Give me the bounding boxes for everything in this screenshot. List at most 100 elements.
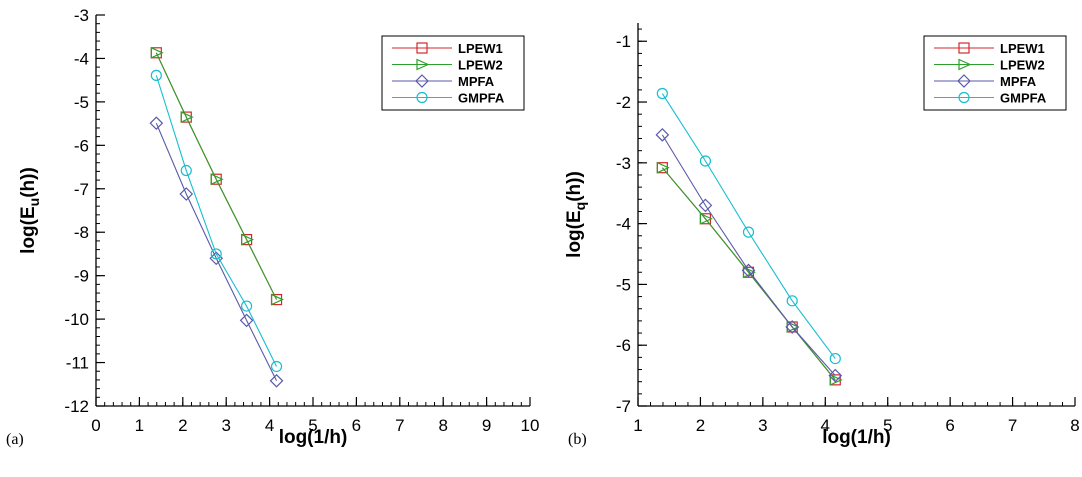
data-point — [240, 300, 253, 312]
x-tick-label: 10 — [521, 416, 540, 435]
data-point — [786, 321, 800, 333]
x-tick-label: 9 — [482, 416, 491, 435]
x-tick-label: 4 — [821, 416, 830, 435]
legend-marker — [416, 58, 430, 71]
panel-label: (a) — [6, 431, 24, 448]
y-tick-label: -6 — [74, 136, 89, 155]
y-tick-label: -9 — [74, 267, 89, 286]
data-point — [180, 164, 192, 177]
x-tick-label: 2 — [696, 416, 705, 435]
data-point — [270, 360, 283, 373]
data-point — [656, 161, 670, 174]
data-point — [698, 198, 713, 213]
legend-entry-label: GMPFA — [1000, 91, 1047, 106]
data-point — [699, 212, 713, 225]
x-tick-label: 7 — [1008, 416, 1017, 435]
legend-entry-label: MPFA — [458, 74, 495, 89]
legend-marker — [957, 74, 971, 88]
y-tick-label: -5 — [74, 93, 89, 112]
legend-entry-label: MPFA — [1000, 74, 1037, 89]
legend-marker — [416, 42, 428, 54]
x-tick-label: 6 — [945, 416, 954, 435]
data-point — [785, 320, 800, 334]
legend-entry-label: LPEW1 — [1000, 41, 1045, 56]
x-axis-label: log(1/h) — [822, 427, 891, 448]
series-line — [155, 75, 278, 367]
legend-entry-label: LPEW2 — [458, 58, 503, 73]
y-tick-label: -7 — [616, 397, 631, 416]
y-tick-label: -4 — [616, 215, 631, 234]
x-tick-label: 1 — [633, 416, 642, 435]
x-tick-label: 3 — [758, 416, 767, 435]
chart-panel-1: 0 1 2 3 4 5 6 7 8 9 10 -12 -11 -10 -9 -8 -7 -6 -5 -4 -3 log(1… — [6, 6, 539, 448]
data-point — [786, 295, 798, 307]
data-point — [210, 248, 222, 260]
data-point — [179, 187, 194, 201]
y-tick-label: -12 — [64, 397, 89, 416]
y-tick-label: -11 — [66, 354, 89, 373]
data-point — [210, 173, 224, 186]
x-tick-label: 2 — [178, 416, 187, 435]
x-axis-label: log(1/h) — [279, 427, 348, 448]
y-tick-label: -4 — [74, 49, 89, 68]
legend-marker — [416, 91, 428, 104]
legend-entry-label: LPEW1 — [458, 41, 503, 56]
series-line — [155, 122, 278, 382]
x-tick-label: 8 — [438, 416, 447, 435]
y-tick-label: -5 — [616, 275, 631, 294]
y-tick-label: -6 — [616, 336, 631, 355]
data-point — [180, 111, 194, 124]
series-lpew2 — [150, 46, 284, 306]
y-tick-label: -10 — [64, 310, 89, 329]
x-tick-label: 5 — [308, 416, 317, 435]
series-gmpfa — [150, 69, 283, 373]
chart-panel-2: 1 2 3 4 5 6 7 8 -7 -6 -5 -4 -3 -2 -1 log(1/h) log(Eq(h))… — [564, 23, 1080, 448]
y-tick-label: -7 — [74, 180, 89, 199]
data-point — [150, 69, 162, 81]
legend-marker — [958, 42, 970, 54]
x-tick-label: 1 — [135, 416, 144, 435]
y-tick-label: -2 — [616, 93, 631, 112]
data-point — [240, 233, 255, 246]
series-line — [155, 52, 278, 300]
data-point — [829, 352, 841, 365]
legend-marker — [958, 91, 970, 104]
y-tick-label: -3 — [616, 154, 631, 173]
data-point — [655, 128, 670, 142]
data-point — [149, 116, 164, 131]
y-tick-label: -1 — [616, 32, 631, 51]
series-line — [661, 93, 836, 359]
legend-entry-label: GMPFA — [458, 91, 505, 106]
data-point — [150, 46, 164, 59]
x-tick-label: 5 — [883, 416, 892, 435]
y-axis-label: log(Eu(h)) — [18, 167, 42, 254]
panel-label: (b) — [568, 431, 587, 448]
data-point — [239, 313, 254, 328]
x-tick-label: 6 — [352, 416, 361, 435]
x-tick-label: 3 — [221, 416, 230, 435]
x-tick-label: 0 — [91, 416, 100, 435]
series-mpfa — [149, 116, 284, 388]
x-tick-label: 4 — [265, 416, 274, 435]
data-point — [699, 155, 712, 167]
data-point — [741, 263, 756, 278]
y-axis-label: log(Eq(h)) — [564, 171, 588, 258]
y-tick-label: -3 — [74, 6, 89, 25]
data-point — [829, 373, 843, 386]
data-point — [269, 373, 284, 388]
legend-marker — [415, 74, 429, 88]
x-tick-label: 7 — [395, 416, 404, 435]
data-point — [742, 226, 755, 238]
x-tick-label: 8 — [1070, 416, 1079, 435]
data-point — [270, 293, 284, 306]
legend-marker — [958, 58, 972, 71]
legend-entry-label: LPEW2 — [1000, 58, 1045, 73]
y-tick-label: -8 — [74, 223, 89, 242]
data-point — [828, 368, 843, 383]
data-point — [656, 87, 668, 100]
series-mpfa — [655, 128, 843, 383]
series-gmpfa — [656, 87, 841, 365]
